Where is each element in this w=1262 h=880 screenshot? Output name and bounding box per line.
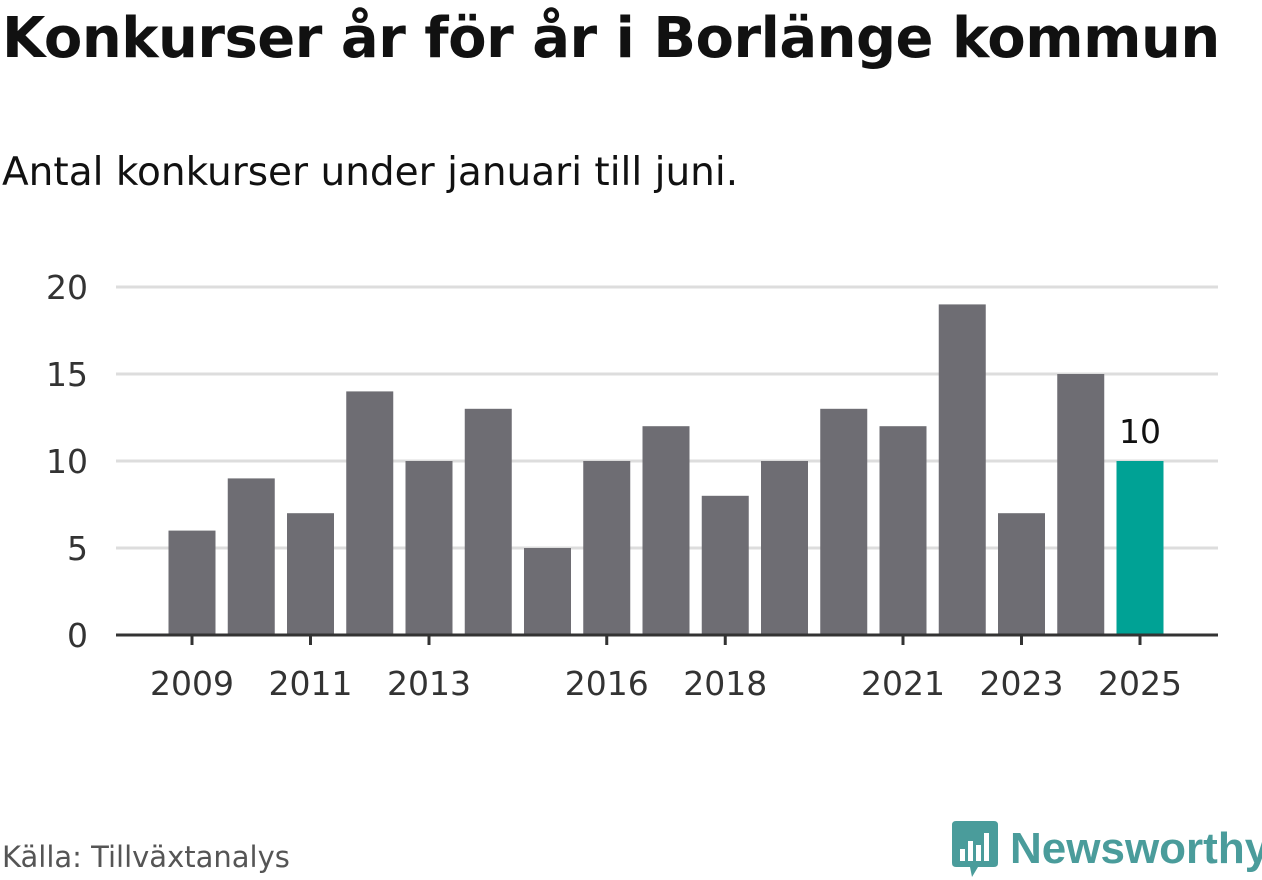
brand-logo: Newsworthy — [950, 818, 1262, 880]
bars — [168, 304, 1164, 635]
x-tick-label: 2023 — [980, 664, 1064, 703]
y-tick-label: 10 — [46, 442, 88, 481]
bar-2016 — [583, 461, 631, 635]
bar-2022 — [938, 304, 986, 635]
data-labels: 10 — [1119, 412, 1161, 451]
y-tick-label: 0 — [67, 616, 88, 655]
x-tick-label: 2016 — [565, 664, 649, 703]
y-axis-tick-labels: 0 5 10 15 20 — [46, 268, 88, 655]
bar-2021 — [879, 426, 927, 635]
x-axis — [116, 633, 1218, 645]
source-note: Källa: Tillväxtanalys — [2, 840, 290, 874]
bar-2012 — [346, 391, 394, 635]
newsworthy-logo-icon — [952, 821, 998, 877]
bar-2019 — [761, 461, 808, 635]
x-tick-label: 2021 — [861, 664, 945, 703]
brand-name: Newsworthy — [1010, 824, 1262, 873]
bar-2025 — [1116, 461, 1164, 635]
bar-2015 — [524, 548, 571, 635]
bar-2014 — [464, 408, 512, 635]
chart-title: Konkurser år för år i Borlänge kommun — [2, 6, 1220, 71]
x-tick-label: 2011 — [269, 664, 353, 703]
bar-2023 — [998, 513, 1045, 635]
data-label: 10 — [1119, 412, 1161, 451]
bar-2017 — [642, 426, 690, 635]
y-tick-label: 20 — [46, 268, 88, 307]
x-tick-label: 2025 — [1098, 664, 1182, 703]
chart-subtitle: Antal konkurser under januari till juni. — [2, 150, 739, 195]
x-tick-label: 2018 — [683, 664, 767, 703]
x-tick-label: 2009 — [150, 664, 234, 703]
y-tick-label: 15 — [46, 355, 88, 394]
bar-2018 — [701, 495, 749, 635]
y-tick-label: 5 — [67, 529, 88, 568]
bar-2010 — [227, 478, 275, 635]
bar-2011 — [287, 513, 334, 635]
x-axis-tick-labels: 2009 2011 2013 2016 2018 2021 2023 2025 — [150, 664, 1182, 703]
bar-2013 — [405, 461, 453, 635]
bar-2024 — [1057, 374, 1105, 635]
bar-2020 — [820, 408, 868, 635]
bar-2009 — [168, 530, 216, 635]
x-tick-label: 2013 — [387, 664, 471, 703]
